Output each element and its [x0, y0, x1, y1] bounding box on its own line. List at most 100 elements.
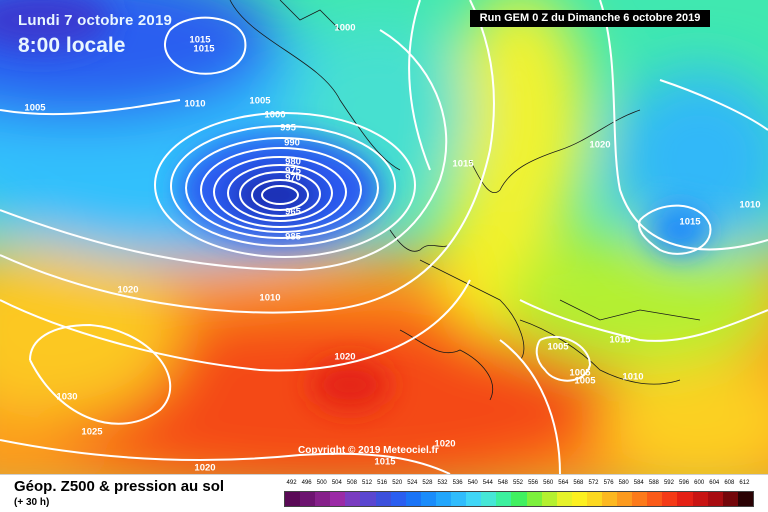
color-scale-tick-label: 584: [633, 480, 644, 486]
isobar-label: 1015: [679, 216, 701, 228]
forecast-date: Lundi 7 octobre 2019: [18, 12, 173, 29]
color-scale-tick-label: 524: [407, 480, 418, 486]
isobar-label: 1025: [81, 426, 103, 438]
color-scale-swatch: [526, 492, 542, 506]
color-scale-swatch: [435, 492, 452, 506]
model-run-label: Run GEM 0 Z du Dimanche 6 octobre 2019: [470, 10, 710, 27]
isobar-label: 1005: [249, 95, 271, 107]
isobar-label: 965: [285, 206, 301, 218]
color-scale-swatch: [571, 492, 587, 506]
color-scale-tick-label: 504: [331, 480, 342, 486]
color-scale-swatch: [586, 492, 602, 506]
color-scale-tick-label: 560: [543, 480, 554, 486]
color-scale-tick-label: 612: [739, 480, 750, 486]
color-scale-swatch: [511, 492, 527, 506]
weather-map: [0, 0, 768, 474]
color-scale-tick-label: 548: [497, 480, 508, 486]
isobar-label: 1015: [193, 43, 215, 55]
color-scale-swatch: [345, 492, 361, 506]
color-scale-swatch: [541, 492, 557, 506]
color-scale-tick-label: 572: [588, 480, 599, 486]
isobars: [0, 0, 768, 474]
color-scale-tick-label: 536: [452, 480, 463, 486]
coastlines: [229, 0, 701, 401]
color-scale-tick-label: 552: [512, 480, 524, 486]
color-scale: [284, 491, 754, 507]
isobar-label: 1010: [184, 98, 206, 110]
legend-bar: Géop. Z500 & pression au sol (+ 30 h) 49…: [0, 474, 768, 512]
color-scale-swatch: [677, 492, 693, 506]
color-scale-tick-label: 564: [558, 480, 569, 486]
color-scale-swatch: [737, 492, 753, 506]
isobar-label: 1005: [24, 102, 46, 114]
color-scale-swatch: [405, 492, 421, 506]
color-scale-tick-label: 492: [286, 480, 297, 486]
isobar-label: 1000: [334, 22, 356, 34]
isobar-label: 1010: [259, 292, 281, 304]
isobar-label: 1015: [452, 158, 474, 170]
isobar-label: 995: [280, 122, 296, 134]
copyright-label: Copyright © 2019 Meteociel.fr: [298, 445, 439, 456]
color-scale-swatch: [647, 492, 663, 506]
color-scale-ticks: 492 496 500 504 508 512 516 520 524 528 532 536 540 5…: [284, 480, 752, 490]
color-scale-tick-label: 544: [482, 480, 493, 486]
color-scale-swatch: [632, 492, 648, 506]
isobar-label: 970: [285, 172, 301, 184]
color-scale-tick-label: 520: [392, 480, 403, 486]
color-scale-swatch: [300, 492, 316, 506]
color-scale-tick-label: 500: [316, 480, 327, 486]
color-scale-tick-label: 608: [724, 480, 735, 486]
geopotential-field: [0, 0, 768, 474]
isobar-label: 990: [284, 137, 300, 149]
map-title: Géop. Z500 & pression au sol: [14, 478, 225, 495]
isobar-label: 1020: [334, 351, 356, 363]
color-scale-swatch: [420, 492, 436, 506]
isobar-label: 1015: [189, 34, 211, 46]
color-scale-tick-label: 596: [679, 480, 690, 486]
color-scale-tick-label: 568: [573, 480, 584, 486]
color-scale-swatch: [662, 492, 678, 506]
color-scale-swatch: [707, 492, 723, 506]
color-scale-swatch: [315, 492, 331, 506]
isobar-label: 1005: [547, 341, 569, 353]
isobar-label: 980: [285, 156, 301, 168]
color-scale-swatch: [330, 492, 346, 506]
color-scale-tick-label: 496: [301, 480, 312, 486]
color-scale-swatch: [451, 492, 467, 506]
color-scale-swatch: [390, 492, 406, 506]
color-scale-tick-label: 604: [709, 480, 720, 486]
color-scale-swatch: [617, 492, 633, 506]
color-scale-tick-label: 512: [362, 480, 373, 486]
color-scale-tick-label: 540: [467, 480, 478, 486]
isobar-label: 1005: [569, 367, 591, 379]
color-scale-swatch: [556, 492, 572, 506]
isobar-label: 985: [285, 231, 301, 243]
color-scale-swatch: [496, 492, 512, 506]
isobar-label: 1020: [589, 139, 611, 151]
color-scale-swatch: [722, 492, 738, 506]
color-scale-swatch: [375, 492, 391, 506]
color-scale-tick-label: 588: [648, 480, 659, 486]
isobar-label: 1015: [609, 334, 631, 346]
color-scale-swatch: [466, 492, 482, 506]
color-scale-swatch: [481, 492, 497, 506]
isobar-label: 1020: [117, 284, 139, 296]
isobar-label: 1020: [194, 462, 216, 474]
isobar-label: 1015: [374, 456, 396, 468]
isobar-label: 1010: [739, 199, 761, 211]
color-scale-tick-label: 556: [528, 480, 539, 486]
isobar-label: 975: [285, 165, 301, 177]
color-scale-tick-label: 580: [618, 480, 629, 486]
color-scale-tick-label: 508: [346, 480, 357, 486]
color-scale-tick-label: 532: [437, 480, 448, 486]
isobar-label: 1030: [56, 391, 78, 403]
isobar-label: 1020: [434, 438, 456, 450]
forecast-time: 8:00 locale: [18, 34, 126, 57]
color-scale-swatch: [601, 492, 618, 506]
color-scale-tick-label: 516: [377, 480, 388, 486]
color-scale-tick-label: 600: [694, 480, 705, 486]
color-scale-swatch: [360, 492, 376, 506]
color-scale-tick-label: 528: [422, 480, 433, 486]
color-scale-tick-label: 576: [603, 480, 614, 486]
